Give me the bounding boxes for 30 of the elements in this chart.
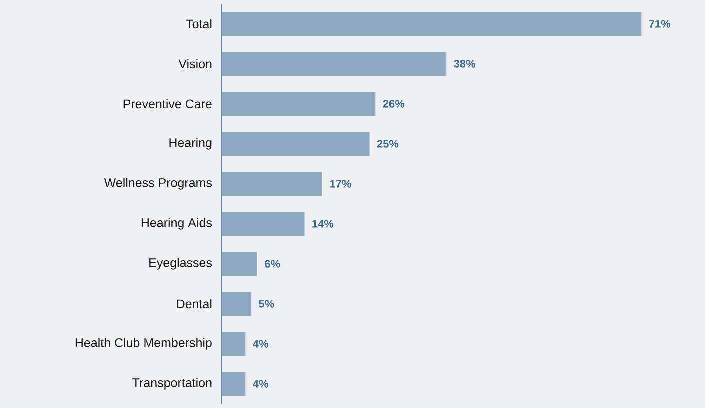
- y-tick-label: Preventive Care: [124, 99, 212, 109]
- bar: [222, 12, 642, 36]
- y-tick-label: Vision: [178, 59, 212, 69]
- y-tick-label: Eyeglasses: [150, 258, 212, 270]
- bar: [222, 132, 370, 156]
- bar: [222, 52, 447, 76]
- y-tick-label: Health Club Membership: [76, 338, 212, 350]
- bar: [222, 332, 246, 356]
- data-label: 71%: [649, 20, 671, 28]
- bar: [222, 212, 305, 236]
- data-label: 6%: [265, 260, 280, 268]
- data-label: 38%: [454, 60, 476, 68]
- data-label: 14%: [312, 220, 334, 228]
- data-label: 4%: [253, 340, 268, 348]
- y-tick-label: Transportation: [132, 378, 212, 390]
- data-label: 5%: [259, 300, 274, 308]
- y-tick-label: Dental: [177, 299, 212, 309]
- data-label: 17%: [330, 180, 352, 188]
- bar: [222, 92, 376, 116]
- bar: [222, 292, 252, 316]
- y-tick-label: Hearing: [170, 138, 212, 150]
- bar: [222, 372, 246, 396]
- data-label: 25%: [377, 140, 399, 148]
- y-tick-label: Hearing Aids: [142, 218, 212, 230]
- data-label: 4%: [253, 380, 268, 388]
- bar: [222, 252, 258, 276]
- bar: [222, 172, 322, 196]
- y-tick-label: Total: [186, 19, 212, 29]
- y-tick-label: Wellness Programs: [104, 178, 212, 190]
- data-label: 26%: [383, 100, 405, 108]
